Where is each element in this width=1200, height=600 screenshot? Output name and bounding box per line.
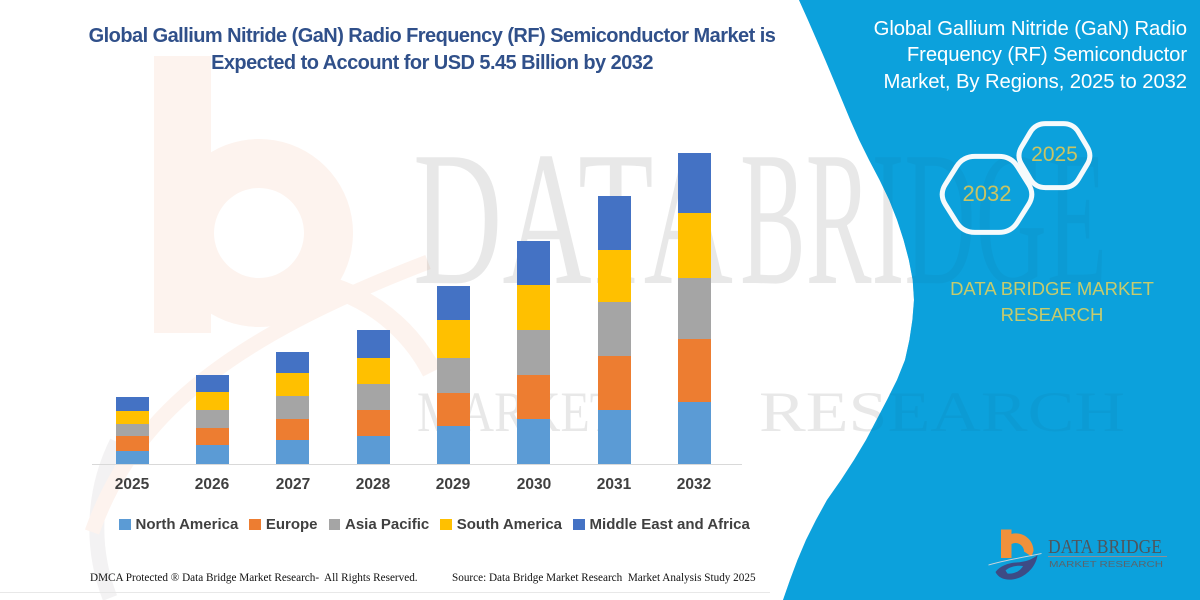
svg-text:DATA BRIDGE: DATA BRIDGE	[1048, 536, 1162, 558]
svg-text:MARKET RESEARCH: MARKET RESEARCH	[1049, 560, 1163, 569]
